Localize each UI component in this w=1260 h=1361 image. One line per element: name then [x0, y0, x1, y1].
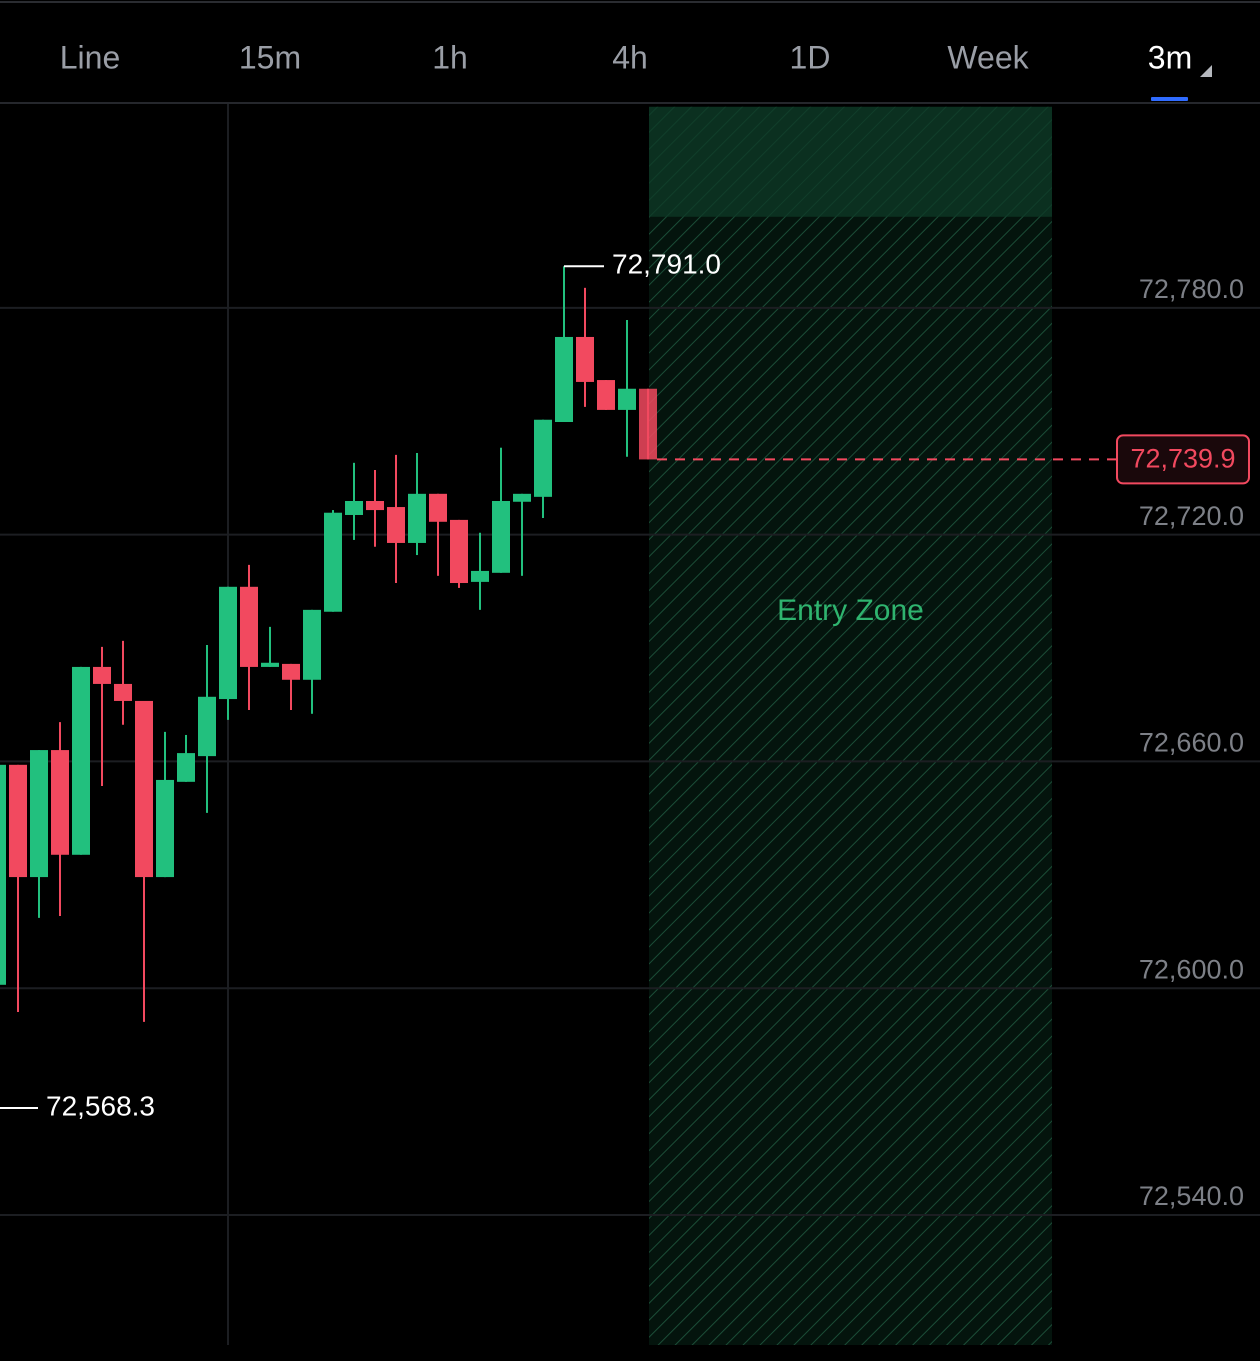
- candle-body: [135, 700, 153, 878]
- candle-body: [72, 666, 90, 855]
- candle-body: [198, 696, 216, 757]
- candle-body: [639, 388, 657, 460]
- y-tick-label: 72,780.0: [1139, 274, 1244, 304]
- candle-body: [429, 493, 447, 522]
- candle-body: [387, 507, 405, 543]
- candle-body: [324, 512, 342, 612]
- tab[interactable]: Week: [947, 39, 1029, 75]
- candle-body: [261, 662, 279, 667]
- zone-upper: [649, 106, 1052, 217]
- candle-body: [576, 336, 594, 382]
- candle-body: [51, 750, 69, 855]
- tab[interactable]: 3m: [1148, 39, 1192, 75]
- low-label: 72,568.3: [46, 1090, 155, 1121]
- candle-body: [177, 753, 195, 782]
- zone-label: Entry Zone: [777, 594, 924, 627]
- timeframe-tabs: Line 15m 1h 4h 1D Week 3m: [60, 39, 1212, 101]
- candle-body: [0, 764, 6, 985]
- candle-body: [471, 570, 489, 582]
- zone-layer: Entry Zone: [649, 106, 1052, 1346]
- candle-body: [93, 666, 111, 684]
- candle-body: [303, 609, 321, 680]
- candle-body: [114, 683, 132, 701]
- active-underline: [1151, 97, 1188, 101]
- candle-body: [513, 493, 531, 502]
- y-tick-label: 72,540.0: [1139, 1181, 1244, 1211]
- candle-body: [450, 519, 468, 584]
- candle-body: [240, 586, 258, 667]
- last-price-label: 72,739.9: [1130, 444, 1235, 474]
- candle-body: [618, 388, 636, 410]
- candle-body: [597, 380, 615, 410]
- dropdown-caret: [1200, 65, 1212, 77]
- tab[interactable]: 4h: [612, 39, 648, 75]
- candle-body: [156, 779, 174, 878]
- y-tick-label: 72,720.0: [1139, 501, 1244, 531]
- candle-body: [30, 750, 48, 878]
- tab[interactable]: Line: [60, 39, 121, 75]
- candle-body: [366, 500, 384, 511]
- tab[interactable]: 1D: [790, 39, 831, 75]
- candle-body: [345, 500, 363, 515]
- y-tick-label: 72,660.0: [1139, 728, 1244, 758]
- y-tick-label: 72,600.0: [1139, 954, 1244, 984]
- candle-body: [408, 493, 426, 543]
- tab[interactable]: 15m: [239, 39, 301, 75]
- high-label: 72,791.0: [612, 249, 721, 280]
- candle-body: [492, 500, 510, 573]
- tab[interactable]: 1h: [432, 39, 468, 75]
- grid-layer: 72,780.0 72,720.0 72,660.0 72,600.0 72,540.0: [0, 274, 1260, 1216]
- last-price-box: [1116, 434, 1250, 485]
- zone-area: [649, 106, 1052, 1346]
- candle-body: [534, 419, 552, 497]
- candles-layer: [0, 266, 657, 1022]
- candle-body: [555, 336, 573, 423]
- candle-body: [282, 663, 300, 680]
- candle-body: [219, 586, 237, 700]
- candle-body: [9, 764, 27, 878]
- overlay-layer: 72,791.0 72,568.3 72,739.9: [0, 249, 1250, 1121]
